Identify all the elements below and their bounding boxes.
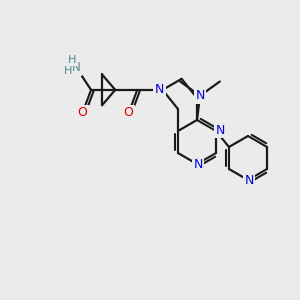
Text: H: H	[64, 66, 72, 76]
Text: H: H	[68, 55, 76, 64]
Text: N: N	[195, 89, 205, 102]
Text: N: N	[244, 175, 254, 188]
Text: N: N	[215, 124, 225, 136]
Text: N: N	[193, 158, 203, 172]
Text: N: N	[72, 61, 80, 74]
Text: O: O	[124, 106, 134, 119]
Text: N: N	[155, 83, 164, 96]
Text: O: O	[77, 106, 87, 119]
